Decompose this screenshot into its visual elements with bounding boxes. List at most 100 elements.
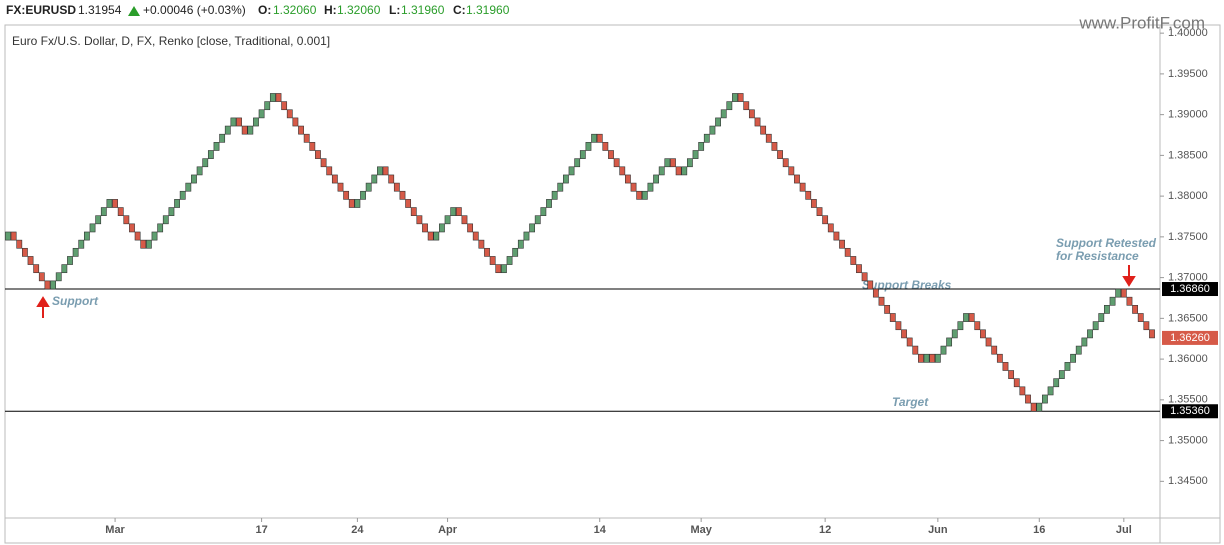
y-tick-label: 1.39000 bbox=[1168, 109, 1208, 121]
renko-brick bbox=[912, 345, 919, 355]
price: 1.31954 bbox=[78, 3, 122, 17]
x-tick-label: 12 bbox=[819, 524, 831, 536]
renko-brick bbox=[72, 247, 79, 257]
renko-brick bbox=[1019, 386, 1026, 396]
renko-brick bbox=[78, 239, 85, 249]
renko-brick bbox=[286, 109, 293, 119]
renko-brick bbox=[320, 158, 327, 168]
renko-brick bbox=[647, 182, 654, 192]
renko-brick bbox=[765, 133, 772, 143]
renko-brick bbox=[315, 150, 321, 159]
renko-brick bbox=[196, 166, 203, 176]
up-arrow bbox=[128, 6, 140, 16]
renko-brick bbox=[495, 264, 502, 274]
y-tick-label: 1.35500 bbox=[1168, 394, 1208, 406]
renko-brick bbox=[1030, 402, 1037, 412]
renko-brick bbox=[10, 231, 17, 241]
symbol: FX:EURUSD bbox=[6, 3, 76, 17]
renko-brick bbox=[151, 231, 158, 241]
renko-brick bbox=[27, 256, 34, 265]
renko-brick bbox=[360, 190, 366, 200]
price-label: 1.36860 bbox=[1170, 283, 1210, 295]
renko-brick bbox=[444, 215, 451, 225]
renko-brick bbox=[726, 101, 733, 111]
renko-brick bbox=[1104, 305, 1110, 314]
renko-brick bbox=[692, 150, 699, 159]
renko-brick bbox=[422, 223, 428, 233]
renko-brick bbox=[50, 280, 56, 290]
plot-frame bbox=[4, 24, 1221, 544]
renko-brick bbox=[16, 239, 23, 249]
y-tick-label: 1.37500 bbox=[1168, 231, 1208, 243]
watermark: www.ProfitF.com bbox=[1078, 13, 1205, 32]
renko-brick bbox=[810, 199, 817, 208]
renko-brick bbox=[771, 142, 778, 151]
renko-brick bbox=[991, 345, 998, 355]
renko-brick bbox=[309, 142, 316, 151]
renko-brick bbox=[61, 264, 68, 274]
y-tick-label: 1.39500 bbox=[1168, 68, 1208, 80]
renko-brick bbox=[940, 345, 947, 355]
renko-brick bbox=[794, 174, 800, 184]
renko-brick bbox=[732, 93, 738, 102]
high: 1.32060 bbox=[337, 3, 381, 17]
renko-brick bbox=[653, 174, 659, 184]
renko-brick bbox=[303, 133, 310, 143]
last-price-box bbox=[1162, 330, 1218, 345]
renko-brick bbox=[264, 101, 271, 111]
renko-brick bbox=[856, 264, 862, 274]
renko-brick bbox=[145, 239, 152, 249]
renko-brick bbox=[281, 101, 288, 111]
renko-brick bbox=[55, 272, 62, 282]
renko-brick bbox=[1064, 362, 1071, 371]
renko-brick bbox=[405, 199, 412, 208]
renko-brick bbox=[867, 280, 874, 290]
renko-brick bbox=[895, 321, 902, 331]
renko-brick bbox=[67, 256, 73, 265]
x-tick-label: 16 bbox=[1033, 524, 1045, 536]
renko-brick bbox=[619, 166, 626, 176]
renko-brick bbox=[230, 117, 237, 127]
renko-brick bbox=[827, 223, 834, 233]
renko-brick bbox=[1092, 321, 1099, 331]
renko-brick bbox=[117, 207, 124, 216]
renko-brick bbox=[1042, 394, 1048, 404]
renko-brick bbox=[467, 223, 474, 233]
renko-brick bbox=[816, 207, 823, 216]
renko-brick bbox=[38, 272, 45, 282]
renko-brick bbox=[179, 190, 186, 200]
renko-brick bbox=[861, 272, 868, 282]
renko-brick bbox=[641, 190, 648, 200]
renko-brick bbox=[219, 133, 226, 143]
renko-brick bbox=[974, 321, 981, 331]
renko-brick bbox=[427, 231, 434, 241]
renko-brick bbox=[348, 199, 355, 208]
renko-brick bbox=[777, 150, 783, 159]
renko-brick bbox=[275, 93, 282, 102]
renko-brick bbox=[1143, 321, 1150, 331]
y-tick-label: 1.40000 bbox=[1168, 27, 1208, 39]
renko-brick bbox=[388, 174, 395, 184]
renko-brick bbox=[968, 313, 975, 322]
renko-brick bbox=[878, 296, 885, 306]
renko-brick bbox=[946, 337, 953, 347]
renko-brick bbox=[844, 247, 851, 257]
renko-brick bbox=[934, 353, 941, 363]
renko-brick bbox=[551, 190, 558, 200]
renko-brick bbox=[1047, 386, 1054, 396]
renko-brick bbox=[506, 256, 513, 265]
renko-brick bbox=[100, 207, 107, 216]
renko-brick bbox=[22, 247, 28, 257]
x-tick-label: Jul bbox=[1116, 524, 1132, 536]
renko-brick bbox=[1002, 362, 1009, 371]
renko-brick bbox=[416, 215, 423, 225]
x-tick-label: May bbox=[690, 524, 712, 536]
close-label: C: bbox=[453, 3, 466, 17]
y-tick-label: 1.36000 bbox=[1168, 353, 1208, 365]
annotation: Support Retested bbox=[1056, 236, 1157, 250]
renko-brick bbox=[737, 93, 744, 102]
renko-brick bbox=[608, 150, 614, 159]
renko-brick bbox=[923, 353, 930, 363]
renko-brick bbox=[365, 182, 372, 192]
renko-brick bbox=[929, 353, 936, 363]
